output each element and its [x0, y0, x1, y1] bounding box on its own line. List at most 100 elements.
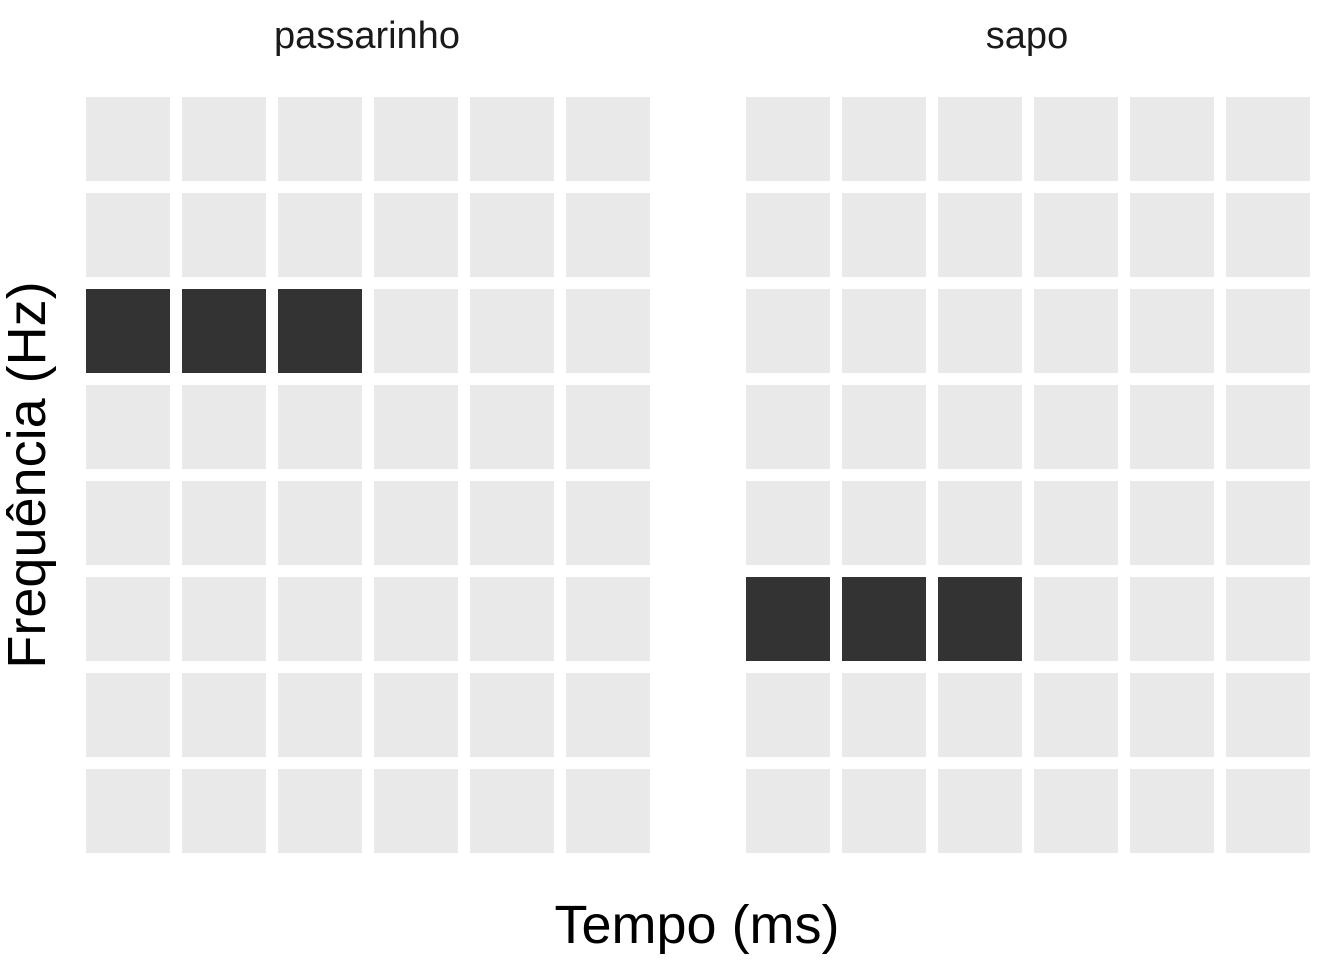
- heatmap-cell: [278, 97, 362, 181]
- heatmap-cell: [1034, 97, 1118, 181]
- heatmap-cell: [86, 769, 170, 853]
- heatmap-cell: [938, 97, 1022, 181]
- panel-title-sapo: sapo: [986, 15, 1068, 57]
- heatmap-cell: [1226, 97, 1310, 181]
- heatmap-cell: [1034, 385, 1118, 469]
- heatmap-cell: [182, 385, 266, 469]
- heatmap-cell: [566, 577, 650, 661]
- heatmap-cell: [470, 481, 554, 565]
- panel-sapo: sapo: [746, 15, 1310, 853]
- heatmap-cell: [746, 481, 830, 565]
- heatmap-cell: [1034, 193, 1118, 277]
- heatmap-cell: [566, 97, 650, 181]
- heatmap-cell-active: [746, 577, 830, 661]
- heatmap-cell: [470, 769, 554, 853]
- heatmap-cell: [86, 193, 170, 277]
- panel-passarinho: passarinho: [86, 15, 650, 853]
- heatmap-cell: [374, 481, 458, 565]
- x-axis-label: Tempo (ms): [554, 895, 839, 955]
- heatmap-cell: [182, 193, 266, 277]
- heatmap-cell: [278, 385, 362, 469]
- heatmap-cell: [746, 385, 830, 469]
- heatmap-cell: [1034, 289, 1118, 373]
- heatmap-cell: [746, 673, 830, 757]
- heatmap-cell: [1034, 769, 1118, 853]
- heatmap-cell: [86, 481, 170, 565]
- panel-title-passarinho: passarinho: [274, 15, 460, 57]
- heatmap-cell: [278, 673, 362, 757]
- heatmap-cell: [86, 97, 170, 181]
- heatmap-cell: [374, 673, 458, 757]
- heatmap-cell: [566, 673, 650, 757]
- heatmap-cell: [1034, 577, 1118, 661]
- heatmap-cell-active: [182, 289, 266, 373]
- heatmap-cell: [278, 577, 362, 661]
- heatmap-cell: [374, 385, 458, 469]
- heatmap-cell: [182, 769, 266, 853]
- heatmap-cell: [470, 673, 554, 757]
- heatmap-cell: [1034, 673, 1118, 757]
- heatmap-cell: [1226, 193, 1310, 277]
- heatmap-cell: [470, 97, 554, 181]
- heatmap-cell: [1130, 481, 1214, 565]
- heatmap-cell: [746, 289, 830, 373]
- heatmap-cell: [842, 193, 926, 277]
- heatmap-cell: [1130, 577, 1214, 661]
- heatmap-cell: [278, 193, 362, 277]
- heatmap-cell: [938, 385, 1022, 469]
- heatmap-cell: [470, 577, 554, 661]
- heatmap-cell: [566, 481, 650, 565]
- heatmap-cell: [1130, 385, 1214, 469]
- heatmap-cell: [1130, 193, 1214, 277]
- heatmap-cell: [746, 769, 830, 853]
- heatmap-cell: [374, 769, 458, 853]
- heatmap-cell: [1226, 481, 1310, 565]
- heatmap-cell: [470, 289, 554, 373]
- heatmap-cell: [374, 289, 458, 373]
- heatmap-cell: [374, 97, 458, 181]
- panel-cells: [86, 97, 650, 853]
- heatmap-cell: [746, 193, 830, 277]
- heatmap-cell: [374, 193, 458, 277]
- heatmap-cell: [86, 577, 170, 661]
- heatmap-cell: [182, 97, 266, 181]
- heatmap-cell: [566, 769, 650, 853]
- heatmap-cell: [1034, 481, 1118, 565]
- heatmap-cell: [1226, 289, 1310, 373]
- heatmap-cell: [842, 481, 926, 565]
- heatmap-cell: [938, 769, 1022, 853]
- heatmap-cell-active: [278, 289, 362, 373]
- y-axis-label: Frequência (Hz): [0, 281, 57, 668]
- heatmap-cell: [1130, 289, 1214, 373]
- heatmap-cell: [842, 769, 926, 853]
- heatmap-cell: [938, 673, 1022, 757]
- heatmap-cell: [278, 769, 362, 853]
- heatmap-cell: [86, 673, 170, 757]
- heatmap-cell: [566, 289, 650, 373]
- heatmap-cell: [842, 289, 926, 373]
- heatmap-cell-active: [938, 577, 1022, 661]
- heatmap-cell: [1130, 673, 1214, 757]
- heatmap-cell: [1130, 97, 1214, 181]
- heatmap-cell: [470, 385, 554, 469]
- heatmap-cell: [938, 481, 1022, 565]
- heatmap-cell: [278, 481, 362, 565]
- heatmap-cell: [1130, 769, 1214, 853]
- heatmap-cell: [182, 577, 266, 661]
- heatmap-cell: [470, 193, 554, 277]
- heatmap-cell: [1226, 673, 1310, 757]
- heatmap-cell: [1226, 577, 1310, 661]
- heatmap-cell: [182, 673, 266, 757]
- heatmap-cell: [86, 385, 170, 469]
- heatmap-cell: [182, 481, 266, 565]
- heatmap-cell: [842, 385, 926, 469]
- heatmap-cell: [1226, 385, 1310, 469]
- heatmap-cell: [938, 193, 1022, 277]
- heatmap-cell: [566, 385, 650, 469]
- heatmap-cell: [746, 97, 830, 181]
- heatmap-cell-active: [86, 289, 170, 373]
- heatmap-cell: [842, 673, 926, 757]
- heatmap-cell: [1226, 769, 1310, 853]
- heatmap-cell: [374, 577, 458, 661]
- heatmap-cell: [842, 97, 926, 181]
